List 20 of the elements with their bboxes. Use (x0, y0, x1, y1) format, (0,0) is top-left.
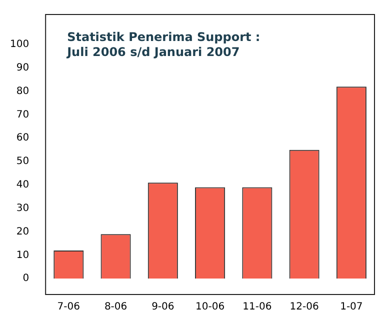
x-tick-label: 9-06 (152, 302, 174, 313)
x-tick-label: 7-06 (57, 302, 80, 313)
y-tick-label: 100 (10, 39, 30, 50)
x-tick-label: 1-07 (340, 302, 363, 313)
x-tick-label: 12-06 (290, 302, 319, 313)
y-tick-label: 20 (16, 226, 30, 238)
y-tick-label: 40 (16, 180, 30, 191)
y-tick-label: 60 (16, 132, 30, 144)
x-tick-label: 8-06 (104, 302, 128, 313)
y-tick-label: 0 (22, 273, 30, 284)
y-tick-label: 70 (16, 109, 30, 120)
y-tick-label: 80 (16, 86, 30, 97)
y-tick-label: 50 (16, 156, 30, 168)
x-tick-label: 10-06 (196, 302, 225, 313)
text: Statistik Penerima Support : (67, 30, 260, 44)
y-tick-label: 30 (16, 202, 30, 214)
y-tick-label: 10 (16, 250, 30, 261)
y-tick-label: 90 (16, 62, 30, 74)
x-tick-label: 11-06 (242, 302, 272, 313)
text: Juli 2006 s/d Januari 2007 (66, 45, 240, 60)
